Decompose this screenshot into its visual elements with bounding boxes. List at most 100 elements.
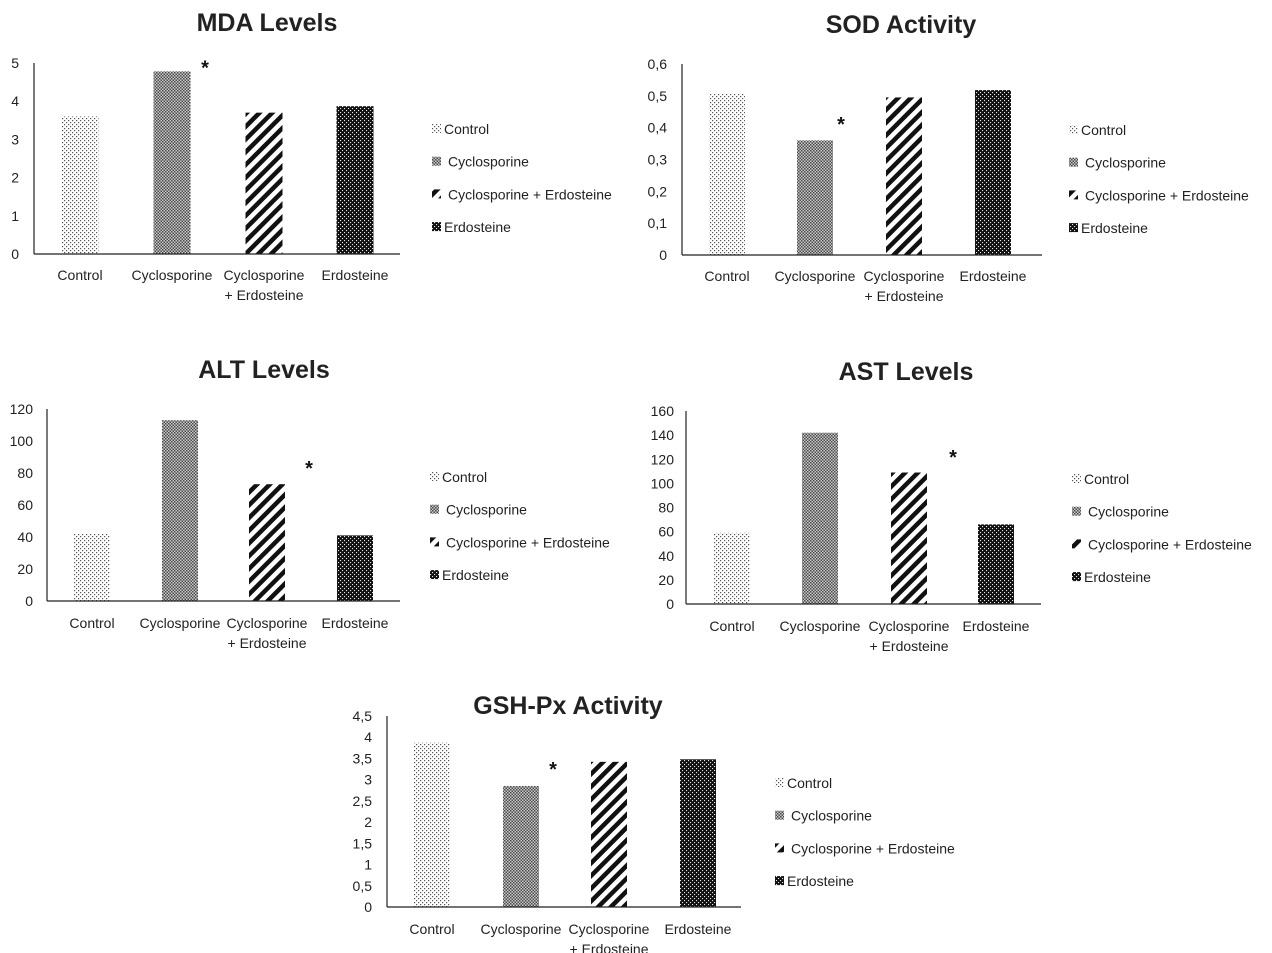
legend-label: Cyclosporine + Erdosteine bbox=[448, 186, 612, 202]
category-labels: Control Cyclosporine Cyclosporine + Erdoste… bbox=[57, 267, 388, 303]
legend-swatch bbox=[432, 124, 441, 133]
significance-mark: * bbox=[549, 759, 557, 781]
y-tick-label: 2 bbox=[11, 170, 19, 186]
y-tick-label: 0 bbox=[364, 899, 372, 915]
legend-label: Cyclosporine + Erdosteine bbox=[791, 840, 955, 856]
legend-swatch bbox=[1069, 190, 1078, 200]
chart-alt-levels: ALT Levels 0 20 40 60 80 100 120 Control Cyclos… bbox=[10, 356, 610, 651]
y-axis-ticks: 0 1 2 3 4 5 bbox=[11, 55, 19, 262]
y-tick-label: 80 bbox=[658, 500, 674, 516]
significance-mark: * bbox=[305, 458, 313, 480]
y-tick-label: 2,5 bbox=[353, 793, 373, 809]
chart-title: MDA Levels bbox=[197, 9, 338, 37]
category-label: Cyclosporine bbox=[775, 268, 856, 284]
legend-label: Cyclosporine + Erdosteine bbox=[1085, 187, 1249, 203]
y-tick-label: 0,2 bbox=[648, 183, 668, 199]
legend-swatch bbox=[430, 570, 439, 580]
bar-cyclosporine-erdosteine bbox=[891, 472, 927, 604]
chart-gsh-px-activity: GSH-Px Activity 0 0,5 1 1,5 2 2,5 3 3,5 4 4,5 Con… bbox=[353, 692, 955, 953]
y-tick-label: 0,1 bbox=[648, 215, 668, 231]
y-tick-label: 1 bbox=[11, 208, 19, 224]
category-label: Control bbox=[709, 618, 754, 634]
legend: Control Cyclosporine Cyclosporine + Erdost… bbox=[775, 775, 955, 889]
chart-title: SOD Activity bbox=[826, 11, 977, 39]
y-tick-label: 0,3 bbox=[648, 152, 668, 168]
chart-mda-levels: MDA Levels 0 1 2 3 4 5 Control Cyclosporine Cyc… bbox=[11, 9, 612, 303]
y-tick-label: 4,5 bbox=[353, 708, 373, 724]
legend-label: Cyclosporine + Erdosteine bbox=[1088, 536, 1252, 552]
legend-label: Erdosteine bbox=[787, 873, 854, 889]
category-label: Cyclosporine + Erdosteine bbox=[227, 615, 308, 651]
legend-label: Cyclosporine bbox=[1088, 504, 1169, 520]
bar-cyclosporine-erdosteine bbox=[886, 97, 922, 255]
bar-control bbox=[709, 93, 745, 255]
category-label: Control bbox=[409, 921, 454, 937]
legend-label: Erdosteine bbox=[1084, 569, 1151, 585]
legend-label: Erdosteine bbox=[442, 567, 509, 583]
bar-cyclosporine-erdosteine bbox=[249, 484, 285, 601]
legend-swatch bbox=[430, 504, 439, 514]
legend-label: Control bbox=[1081, 122, 1126, 138]
bar-control bbox=[61, 116, 99, 254]
y-tick-label: 40 bbox=[658, 548, 674, 564]
bar-cyclosporine bbox=[162, 420, 198, 601]
y-tick-label: 0 bbox=[25, 593, 33, 609]
bar-cyclosporine bbox=[802, 432, 838, 604]
y-tick-label: 1 bbox=[364, 857, 372, 873]
chart-title: AST Levels bbox=[839, 358, 974, 386]
bars bbox=[709, 90, 1011, 255]
category-label: Control bbox=[57, 267, 102, 283]
chart-title: GSH-Px Activity bbox=[473, 692, 663, 720]
bar-control bbox=[414, 742, 450, 907]
category-labels: Control Cyclosporine Cyclosporine + Erdoste… bbox=[704, 268, 1026, 304]
legend: Control Cyclosporine Cyclosporine + Erdost… bbox=[430, 469, 610, 583]
y-tick-label: 20 bbox=[658, 572, 674, 588]
y-tick-label: 0,4 bbox=[648, 120, 668, 136]
y-axis-ticks: 0 0,1 0,2 0,3 0,4 0,5 0,6 bbox=[648, 56, 668, 263]
legend-swatch bbox=[1069, 125, 1078, 134]
legend-swatch bbox=[1069, 157, 1078, 167]
category-label: Erdosteine bbox=[960, 268, 1027, 284]
legend-label: Cyclosporine bbox=[446, 502, 527, 518]
legend-swatch bbox=[775, 876, 784, 886]
category-labels: Control Cyclosporine Cyclosporine + Erdoste… bbox=[409, 921, 731, 953]
bar-control bbox=[74, 533, 110, 601]
legend-swatch bbox=[775, 810, 784, 820]
y-tick-label: 1,5 bbox=[353, 835, 373, 851]
legend-swatch bbox=[1072, 539, 1081, 549]
y-tick-label: 4 bbox=[11, 93, 19, 109]
bar-erdosteine bbox=[336, 106, 374, 254]
chart-ast-levels: AST Levels 0 20 40 60 80 100 120 140 160 Control… bbox=[651, 358, 1252, 654]
legend-swatch bbox=[430, 472, 439, 481]
legend-swatch bbox=[1069, 223, 1078, 233]
category-label: Erdosteine bbox=[322, 615, 389, 631]
significance-mark: * bbox=[949, 447, 957, 469]
bar-erdosteine bbox=[337, 535, 373, 601]
legend-swatch bbox=[430, 537, 439, 547]
category-label: Erdosteine bbox=[665, 921, 732, 937]
legend-label: Erdosteine bbox=[1081, 220, 1148, 236]
chart-title: ALT Levels bbox=[198, 356, 330, 384]
category-label: Control bbox=[704, 268, 749, 284]
legend-label: Cyclosporine + Erdosteine bbox=[446, 534, 610, 550]
y-tick-label: 0,5 bbox=[353, 878, 373, 894]
y-axis-ticks: 0 20 40 60 80 100 120 140 160 bbox=[651, 403, 675, 612]
category-label: Cyclosporine bbox=[481, 921, 562, 937]
legend-label: Erdosteine bbox=[444, 219, 511, 235]
category-label: Cyclosporine bbox=[132, 267, 213, 283]
y-tick-label: 0 bbox=[11, 246, 19, 262]
legend: Control Cyclosporine Cyclosporine + Erdost… bbox=[1069, 122, 1249, 236]
bar-erdosteine bbox=[975, 90, 1011, 255]
category-label: Cyclosporine + Erdosteine bbox=[224, 267, 305, 303]
legend-label: Control bbox=[1084, 471, 1129, 487]
significance-mark: * bbox=[201, 57, 209, 79]
category-label: Control bbox=[69, 615, 114, 631]
y-tick-label: 100 bbox=[651, 475, 675, 491]
category-labels: Control Cyclosporine Cyclosporine + Erdoste… bbox=[69, 615, 388, 651]
legend-label: Cyclosporine bbox=[791, 808, 872, 824]
y-tick-label: 80 bbox=[17, 465, 33, 481]
category-label: Erdosteine bbox=[322, 267, 389, 283]
bar-cyclosporine-erdosteine bbox=[591, 761, 627, 907]
legend-label: Control bbox=[444, 121, 489, 137]
